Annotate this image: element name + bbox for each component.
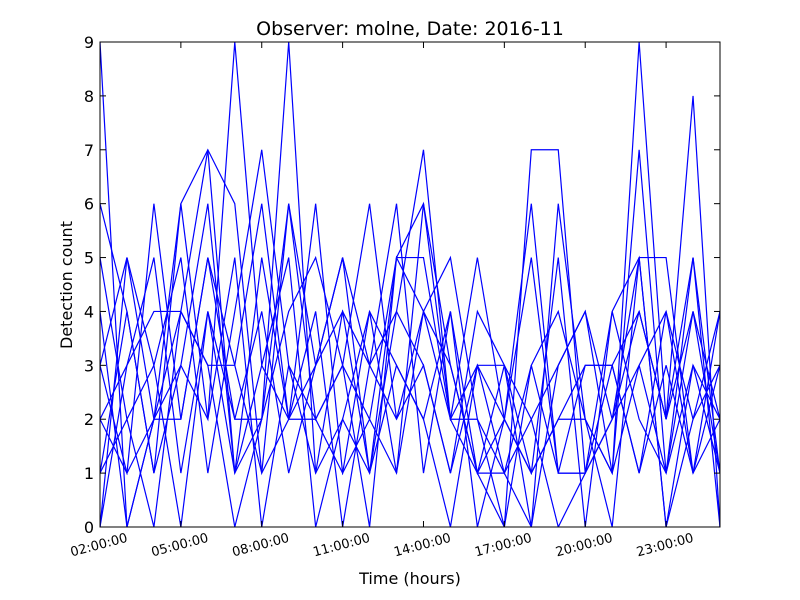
y-tick-label: 3: [84, 356, 94, 375]
y-tick-label: 7: [84, 141, 94, 160]
x-axis-label: Time (hours): [358, 569, 461, 588]
y-tick-label: 1: [84, 464, 94, 483]
y-axis-label: Detection count: [57, 221, 76, 349]
y-tick-label: 5: [84, 249, 94, 268]
series-line-10: [100, 255, 720, 527]
y-tick-label: 0: [84, 518, 94, 537]
plot-frame: [99, 41, 721, 528]
y-tick-label: 9: [84, 33, 94, 52]
chart-title: Observer: molne, Date: 2016-11: [256, 18, 564, 40]
y-tick-label: 4: [84, 302, 94, 321]
series-line-7: [100, 201, 720, 527]
series-line-6: [100, 149, 720, 527]
y-tick-label: 8: [84, 87, 94, 106]
series-line-12: [100, 203, 720, 527]
y-tick-label: 2: [84, 410, 94, 429]
series-line-3: [100, 42, 720, 527]
series-layer: [100, 42, 720, 527]
y-tick-label: 6: [84, 195, 94, 214]
